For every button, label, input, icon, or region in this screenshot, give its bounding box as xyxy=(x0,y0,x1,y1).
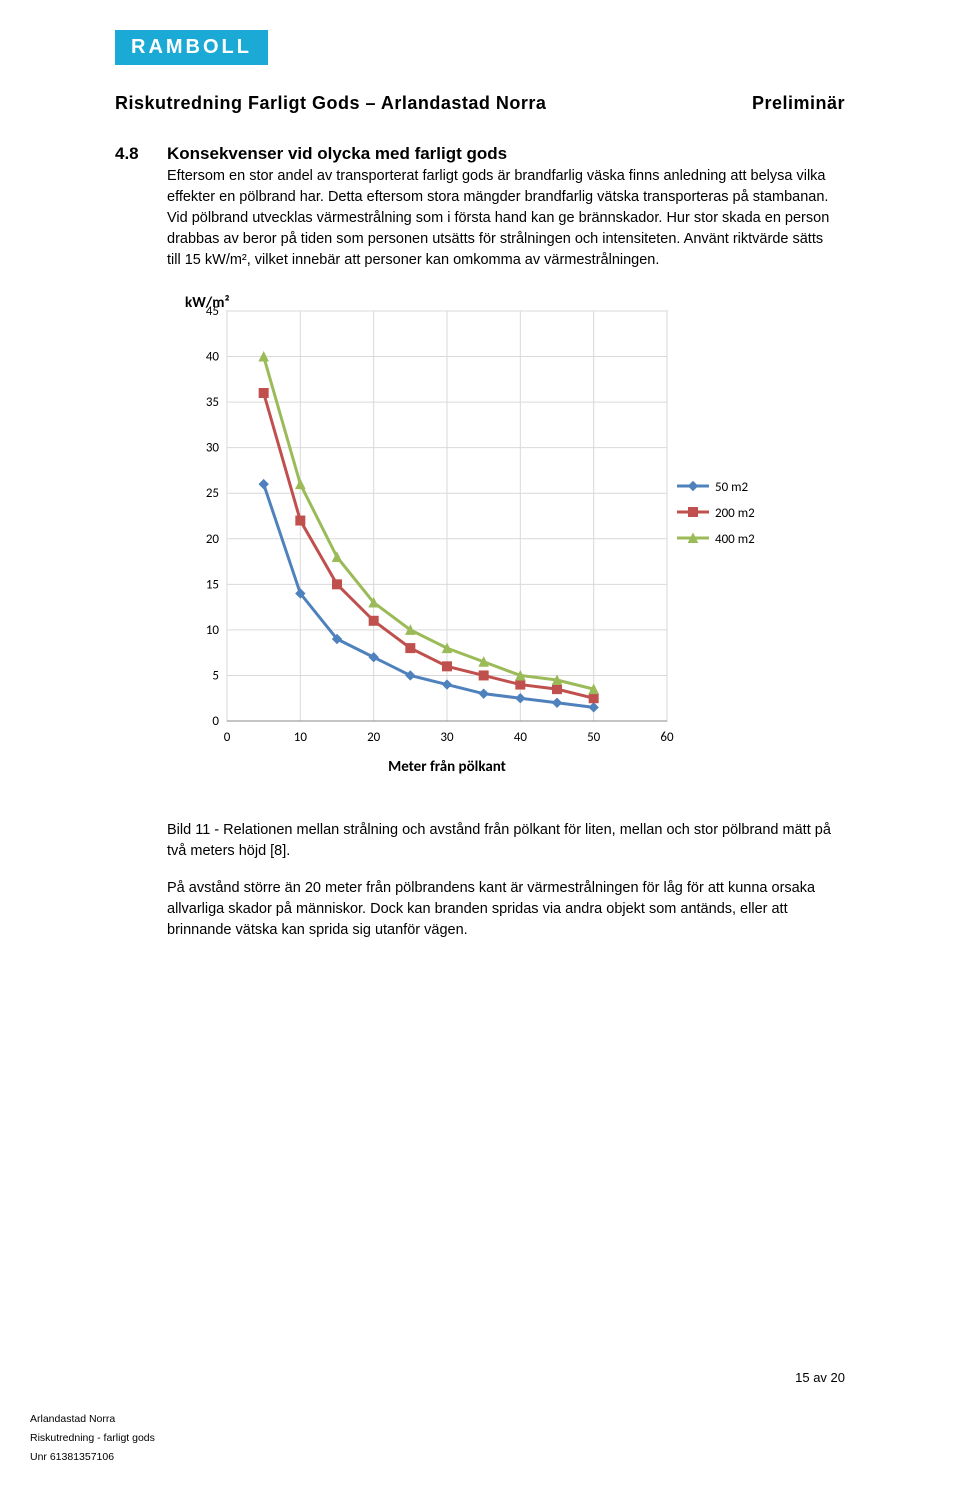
svg-text:Meter från pölkant: Meter från pölkant xyxy=(388,758,506,776)
body-paragraph-1: Eftersom en stor andel av transporterat … xyxy=(167,166,835,271)
svg-text:30: 30 xyxy=(206,441,220,456)
svg-text:20: 20 xyxy=(367,730,381,745)
body-paragraph-2: På avstånd större än 20 meter från pölbr… xyxy=(167,878,835,941)
svg-text:60: 60 xyxy=(660,730,674,745)
svg-text:20: 20 xyxy=(206,532,220,547)
figure-caption: Bild 11 - Relationen mellan strålning oc… xyxy=(167,820,845,862)
footer-line-3: Unr 61381357106 xyxy=(30,1448,155,1467)
section-number: 4.8 xyxy=(115,144,167,164)
svg-text:50: 50 xyxy=(587,730,601,745)
page-number: 15 av 20 xyxy=(795,1370,845,1385)
svg-text:10: 10 xyxy=(206,623,220,638)
svg-text:400 m2: 400 m2 xyxy=(715,532,755,547)
svg-text:0: 0 xyxy=(212,714,219,729)
svg-text:40: 40 xyxy=(514,730,528,745)
footer-block: Arlandastad Norra Riskutredning - farlig… xyxy=(30,1410,155,1467)
doc-title: Riskutredning Farligt Gods – Arlandastad… xyxy=(115,93,546,114)
svg-text:40: 40 xyxy=(206,350,220,365)
svg-text:200 m2: 200 m2 xyxy=(715,506,755,521)
radiation-chart: 0510152025303540450102030405060kW/m²Mete… xyxy=(167,291,845,796)
section-heading: 4.8 Konsekvenser vid olycka med farligt … xyxy=(115,144,845,164)
doc-status: Preliminär xyxy=(752,93,845,114)
brand-logo: RAMBOLL xyxy=(115,30,268,65)
footer-line-2: Riskutredning - farligt gods xyxy=(30,1429,155,1448)
section-title: Konsekvenser vid olycka med farligt gods xyxy=(167,144,507,164)
page-header: Riskutredning Farligt Gods – Arlandastad… xyxy=(115,93,845,114)
svg-text:35: 35 xyxy=(206,395,219,410)
svg-text:30: 30 xyxy=(440,730,454,745)
svg-text:50 m2: 50 m2 xyxy=(715,480,749,495)
svg-text:kW/m²: kW/m² xyxy=(185,294,230,312)
svg-text:10: 10 xyxy=(294,730,308,745)
svg-text:15: 15 xyxy=(206,577,219,592)
svg-text:0: 0 xyxy=(224,730,231,745)
svg-text:5: 5 xyxy=(212,669,219,684)
footer-line-1: Arlandastad Norra xyxy=(30,1410,155,1429)
svg-text:25: 25 xyxy=(206,486,219,501)
